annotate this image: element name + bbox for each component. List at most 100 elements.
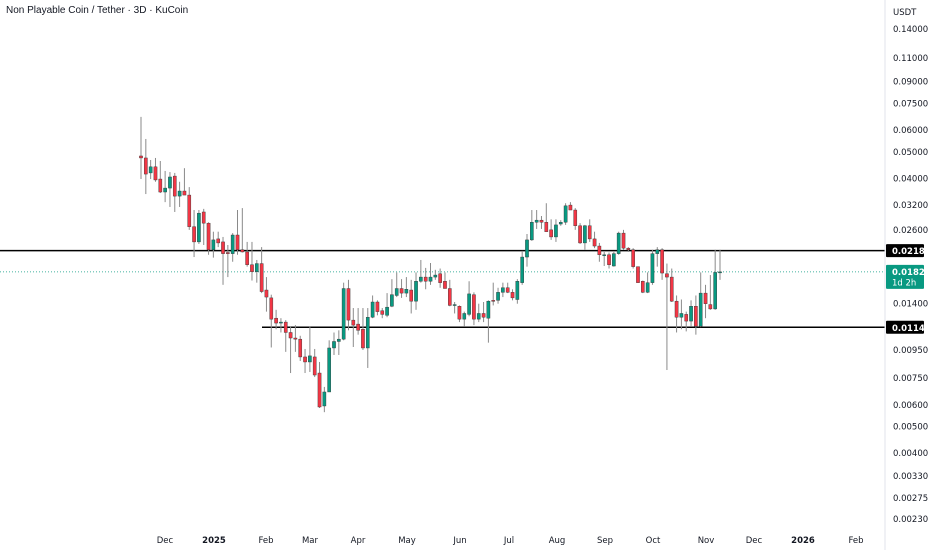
candle[interactable] [419, 259, 423, 283]
candle[interactable] [365, 308, 370, 368]
candle[interactable] [182, 168, 187, 196]
candle[interactable] [689, 300, 693, 327]
candle[interactable] [168, 172, 172, 207]
candle[interactable] [476, 303, 481, 323]
candle[interactable] [312, 348, 317, 378]
candle[interactable] [404, 277, 409, 298]
candle[interactable] [665, 263, 669, 371]
candle[interactable] [250, 241, 254, 281]
candle[interactable] [641, 280, 645, 294]
candle[interactable] [467, 281, 471, 317]
candle[interactable] [660, 248, 664, 280]
candle[interactable] [684, 311, 689, 332]
candle[interactable] [356, 308, 360, 335]
candle[interactable] [399, 279, 404, 298]
candle[interactable] [423, 267, 428, 290]
candle[interactable] [226, 244, 230, 278]
candle[interactable] [148, 159, 153, 180]
candle[interactable] [631, 248, 635, 269]
candle[interactable] [288, 326, 293, 374]
candle[interactable] [221, 236, 225, 285]
candle[interactable] [539, 216, 544, 229]
candle[interactable] [158, 161, 163, 194]
candle[interactable] [385, 293, 389, 318]
candle[interactable] [703, 284, 708, 319]
candle[interactable] [612, 251, 616, 267]
price-axis[interactable]: 0.14000 0.11000 0.09000 0.07500 0.06000 0.050… [893, 25, 928, 525]
candle[interactable] [206, 222, 211, 255]
candle[interactable] [592, 231, 597, 249]
candle[interactable] [698, 272, 703, 328]
candle[interactable] [491, 282, 496, 306]
candle[interactable] [573, 208, 578, 230]
candle[interactable] [197, 210, 201, 244]
candle[interactable] [708, 275, 713, 310]
candle[interactable] [515, 279, 520, 304]
candle[interactable] [486, 300, 491, 343]
candle[interactable] [534, 210, 539, 229]
candle[interactable] [153, 157, 158, 182]
candle[interactable] [636, 266, 640, 283]
candle[interactable] [650, 249, 655, 285]
candle[interactable] [245, 241, 249, 267]
candle[interactable] [332, 332, 336, 355]
candle[interactable] [481, 302, 486, 323]
candle[interactable] [341, 282, 346, 341]
candle[interactable] [669, 268, 674, 303]
candle[interactable] [216, 231, 221, 248]
candle[interactable] [390, 279, 394, 308]
candle[interactable] [380, 308, 385, 319]
candle[interactable] [192, 210, 196, 258]
candle[interactable] [448, 279, 452, 307]
candle[interactable] [351, 308, 356, 347]
candle[interactable] [308, 326, 312, 372]
candle[interactable] [694, 295, 698, 335]
candle[interactable] [240, 208, 245, 253]
candle[interactable] [361, 308, 365, 350]
candle[interactable] [578, 223, 582, 244]
candle[interactable] [563, 203, 568, 225]
candle[interactable] [438, 268, 442, 288]
candle[interactable] [317, 361, 322, 409]
candle[interactable] [510, 289, 515, 301]
candle[interactable] [346, 279, 351, 331]
candle[interactable] [457, 305, 462, 323]
candle[interactable] [163, 170, 167, 203]
candle[interactable] [472, 292, 476, 326]
candle[interactable] [525, 234, 529, 267]
candle[interactable] [428, 262, 433, 285]
candle[interactable] [279, 318, 283, 333]
candle[interactable] [443, 272, 447, 289]
candle[interactable] [501, 282, 505, 298]
candle[interactable] [587, 219, 592, 242]
candle[interactable] [496, 287, 500, 304]
candle[interactable] [187, 187, 192, 230]
candle[interactable] [235, 210, 240, 255]
candle[interactable] [674, 295, 679, 333]
candle[interactable] [409, 279, 414, 314]
candle[interactable] [655, 247, 660, 267]
candle[interactable] [139, 116, 143, 180]
candle[interactable] [549, 219, 553, 240]
candle[interactable] [259, 247, 264, 294]
candle[interactable] [264, 277, 269, 312]
candle[interactable] [597, 242, 602, 262]
candle[interactable] [558, 220, 563, 226]
candle[interactable] [283, 320, 288, 352]
candle[interactable] [322, 386, 327, 413]
candle[interactable] [462, 311, 467, 327]
candle[interactable] [274, 309, 278, 330]
candle[interactable] [172, 172, 177, 212]
candle[interactable] [621, 229, 626, 250]
candle[interactable] [568, 202, 573, 211]
candle[interactable] [254, 259, 259, 283]
candle[interactable] [414, 272, 418, 310]
candle[interactable] [607, 252, 611, 269]
candle[interactable] [337, 330, 341, 355]
candle[interactable] [530, 210, 534, 241]
candle[interactable] [452, 302, 457, 314]
candle[interactable] [201, 208, 206, 245]
candle[interactable] [554, 219, 558, 242]
candle[interactable] [583, 224, 587, 250]
